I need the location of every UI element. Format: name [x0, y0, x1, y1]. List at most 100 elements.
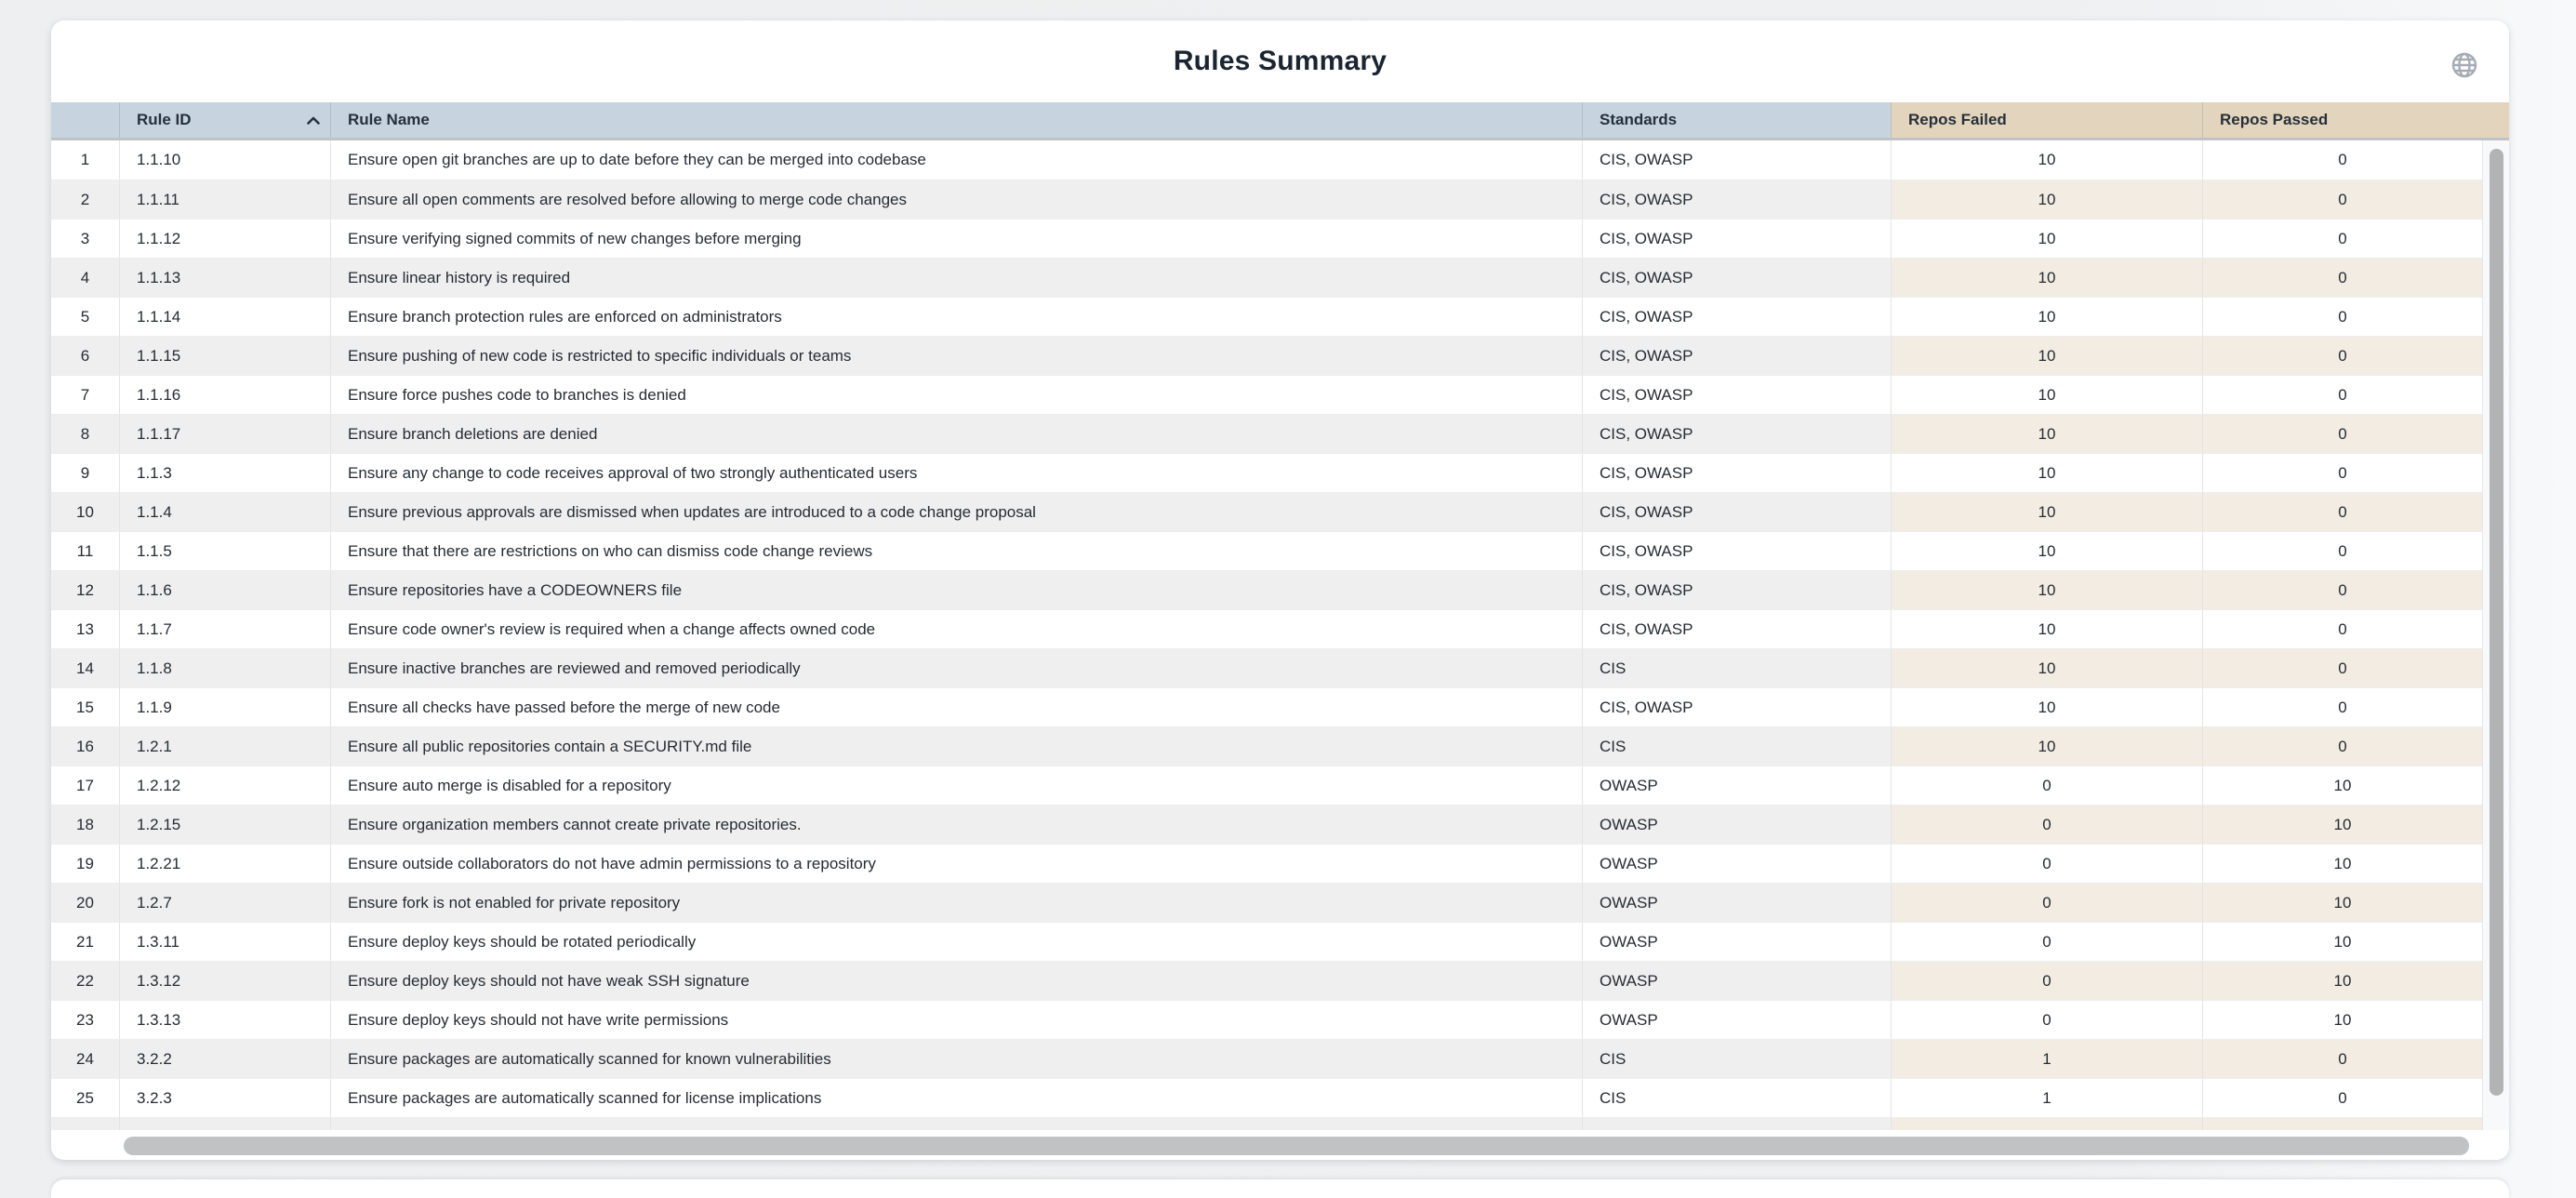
- cell-repos-failed: 0: [1891, 805, 2202, 844]
- cell-rule-name: Ensure packages are automatically scanne…: [330, 1079, 1582, 1117]
- cell-rule-name: Ensure deploy keys should not have write…: [330, 1001, 1582, 1039]
- cell-repos-failed: 0: [1891, 1001, 2202, 1039]
- cell-repos-failed: 0: [1891, 845, 2202, 883]
- rules-summary-card: Rules Summary Rule ID Rule Name Standard…: [51, 20, 2509, 1160]
- cell-rule-name: [330, 1118, 1582, 1130]
- vertical-scrollbar-thumb[interactable]: [2490, 149, 2503, 1096]
- cell-rule-id: 1.2.15: [119, 805, 330, 844]
- header-rule-id[interactable]: Rule ID: [119, 102, 330, 138]
- header-repos-failed[interactable]: Repos Failed: [1891, 102, 2202, 138]
- card-title-bar: Rules Summary: [51, 20, 2509, 102]
- cell-rule-id: 1.1.6: [119, 571, 330, 609]
- cell-row-number: 14: [51, 649, 119, 687]
- cell-repos-failed: 0: [1891, 962, 2202, 1000]
- table-row: 11 1.1.5 Ensure that there are restricti…: [51, 531, 2509, 570]
- cell-repos-failed: 1: [1891, 1040, 2202, 1078]
- table-row: 15 1.1.9 Ensure all checks have passed b…: [51, 687, 2509, 726]
- cell-rule-id: 1.1.17: [119, 415, 330, 453]
- cell-standards: CIS: [1582, 727, 1891, 765]
- cell-rule-id: 1.1.9: [119, 688, 330, 726]
- cell-repos-passed: 0: [2202, 727, 2482, 765]
- cell-rule-id: 1.1.11: [119, 180, 330, 219]
- cell-rule-id: 1.1.7: [119, 610, 330, 648]
- cell-standards: OWASP: [1582, 884, 1891, 922]
- cell-standards: [1582, 1118, 1891, 1130]
- cell-row-number: 8: [51, 415, 119, 453]
- cell-repos-failed: 10: [1891, 454, 2202, 492]
- cell-rule-id: 1.1.3: [119, 454, 330, 492]
- cell-rule-name: Ensure packages are automatically scanne…: [330, 1040, 1582, 1078]
- cell-repos-passed: 0: [2202, 571, 2482, 609]
- table-row: 16 1.2.1 Ensure all public repositories …: [51, 726, 2509, 765]
- table-row: 5 1.1.14 Ensure branch protection rules …: [51, 297, 2509, 336]
- cell-standards: CIS: [1582, 1079, 1891, 1117]
- cell-row-number: 7: [51, 376, 119, 414]
- table-row: 1 1.1.10 Ensure open git branches are up…: [51, 140, 2509, 180]
- cell-repos-failed: 10: [1891, 727, 2202, 765]
- cell-repos-failed: 0: [1891, 766, 2202, 805]
- cell-rule-id: 1.1.10: [119, 140, 330, 180]
- cell-repos-failed: 10: [1891, 180, 2202, 219]
- globe-icon[interactable]: [2450, 50, 2479, 80]
- cell-row-number: 9: [51, 454, 119, 492]
- cell-rule-id: 1.3.11: [119, 923, 330, 961]
- cell-standards: CIS, OWASP: [1582, 259, 1891, 297]
- cell-standards: CIS, OWASP: [1582, 532, 1891, 570]
- cell-repos-failed: 1: [1891, 1079, 2202, 1117]
- table-row: 12 1.1.6 Ensure repositories have a CODE…: [51, 570, 2509, 609]
- header-repos-passed[interactable]: Repos Passed: [2202, 102, 2509, 138]
- table-header-row: Rule ID Rule Name Standards Repos Failed…: [51, 102, 2509, 140]
- table-row: 18 1.2.15 Ensure organization members ca…: [51, 805, 2509, 844]
- next-card-edge: [51, 1179, 2509, 1198]
- cell-rule-id: 1.1.16: [119, 376, 330, 414]
- cell-row-number: 19: [51, 845, 119, 883]
- cell-rule-id: 1.1.14: [119, 298, 330, 336]
- cell-repos-failed: [1891, 1118, 2202, 1130]
- cell-repos-failed: 10: [1891, 493, 2202, 531]
- header-rule-name[interactable]: Rule Name: [330, 102, 1582, 138]
- table-row: 17 1.2.12 Ensure auto merge is disabled …: [51, 765, 2509, 805]
- cell-row-number: 15: [51, 688, 119, 726]
- cell-rule-name: Ensure open git branches are up to date …: [330, 140, 1582, 180]
- horizontal-scrollbar-thumb[interactable]: [124, 1137, 2469, 1155]
- cell-repos-failed: 10: [1891, 610, 2202, 648]
- cell-row-number: 13: [51, 610, 119, 648]
- cell-standards: CIS, OWASP: [1582, 376, 1891, 414]
- cell-rule-name: Ensure code owner's review is required w…: [330, 610, 1582, 648]
- cell-standards: OWASP: [1582, 845, 1891, 883]
- cell-rule-id: 1.3.13: [119, 1001, 330, 1039]
- cell-row-number: 3: [51, 220, 119, 258]
- horizontal-scrollbar[interactable]: [119, 1130, 2482, 1160]
- cell-rule-name: Ensure auto merge is disabled for a repo…: [330, 766, 1582, 805]
- cell-rule-id: 1.1.5: [119, 532, 330, 570]
- cell-row-number: 21: [51, 923, 119, 961]
- cell-rule-id: 1.1.12: [119, 220, 330, 258]
- cell-rule-name: Ensure deploy keys should not have weak …: [330, 962, 1582, 1000]
- table-row: [51, 1117, 2509, 1130]
- table-row: 2 1.1.11 Ensure all open comments are re…: [51, 180, 2509, 219]
- cell-repos-passed: 0: [2202, 220, 2482, 258]
- cell-repos-passed: 10: [2202, 805, 2482, 844]
- cell-rule-id: 1.2.12: [119, 766, 330, 805]
- cell-rule-id: 1.2.21: [119, 845, 330, 883]
- cell-repos-passed: 0: [2202, 180, 2482, 219]
- table-row: 4 1.1.13 Ensure linear history is requir…: [51, 258, 2509, 297]
- cell-rule-id: 3.2.3: [119, 1079, 330, 1117]
- cell-repos-passed: 0: [2202, 376, 2482, 414]
- header-standards[interactable]: Standards: [1582, 102, 1891, 138]
- cell-repos-failed: 10: [1891, 298, 2202, 336]
- cell-repos-passed: 10: [2202, 845, 2482, 883]
- cell-repos-passed: 0: [2202, 493, 2482, 531]
- table-body: 1 1.1.10 Ensure open git branches are up…: [51, 140, 2509, 1130]
- cell-repos-failed: 10: [1891, 571, 2202, 609]
- table-row: 9 1.1.3 Ensure any change to code receiv…: [51, 453, 2509, 492]
- cell-standards: CIS, OWASP: [1582, 493, 1891, 531]
- cell-rule-id: 1.1.4: [119, 493, 330, 531]
- table-row: 23 1.3.13 Ensure deploy keys should not …: [51, 1000, 2509, 1039]
- table-row: 25 3.2.3 Ensure packages are automatical…: [51, 1078, 2509, 1117]
- cell-row-number: 16: [51, 727, 119, 765]
- cell-repos-failed: 10: [1891, 259, 2202, 297]
- vertical-scrollbar[interactable]: [2482, 140, 2509, 1130]
- cell-standards: CIS, OWASP: [1582, 571, 1891, 609]
- cell-repos-passed: 0: [2202, 1079, 2482, 1117]
